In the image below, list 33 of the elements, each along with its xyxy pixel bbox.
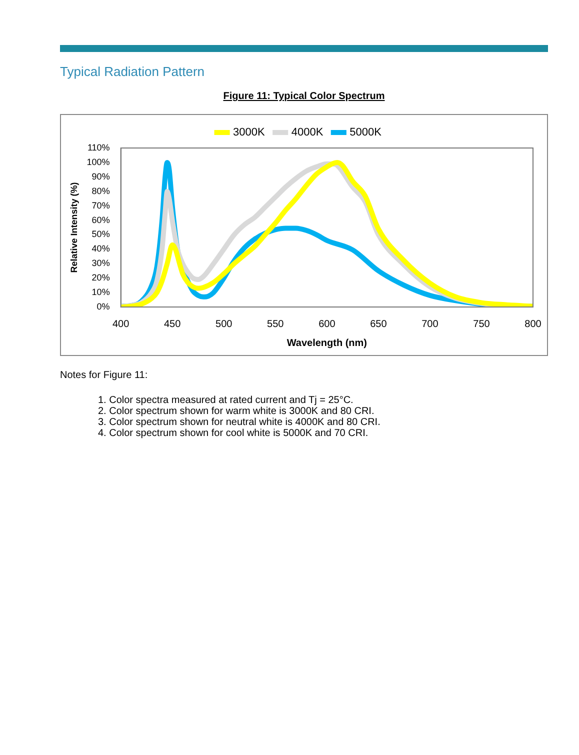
x-tick-label: 800 (524, 318, 542, 330)
y-tick-label: 110% (87, 142, 110, 152)
y-tick-label: 60% (92, 214, 110, 225)
x-axis-title: Wavelength (nm) (286, 338, 368, 349)
y-tick-label: 100% (86, 156, 110, 167)
text: 4. Color spectrum shown for cool white is 5000K and 70 CRI. (98, 428, 370, 439)
y-tick-label: 30% (92, 258, 110, 268)
x-tick-label: 650 (370, 318, 388, 330)
x-tick-label: 400 (112, 318, 130, 330)
legend-label: 3000K (233, 126, 266, 139)
y-tick-label: 80% (92, 186, 110, 196)
x-tick-label: 500 (216, 318, 233, 330)
y-tick-label: 20% (92, 272, 110, 283)
y-tick-label: 0% (96, 301, 110, 312)
y-tick-label: 40% (92, 244, 110, 254)
x-tick-label: 450 (164, 318, 182, 330)
x-tick-label: 600 (318, 318, 336, 330)
legend-label: 4000K (291, 126, 324, 139)
y-tick-label: 70% (92, 200, 110, 210)
y-axis-title: Relative Intensity (%) (68, 182, 79, 273)
x-tick-label: 550 (267, 318, 284, 330)
chart-title: Figure 11: Typical Color Spectrum (222, 91, 386, 102)
y-tick-label: 90% (92, 171, 110, 182)
text: 2. Color spectrum shown for warm white is 3000K and 80 CRI. (98, 406, 376, 417)
text: Notes for Figure 11: (60, 370, 149, 381)
legend-label: 5000K (350, 126, 382, 139)
y-tick-label: 50% (92, 229, 110, 240)
text: 1. Color spectra measured at rated current and Tj = 25°C. (98, 395, 354, 406)
y-tick-label: 10% (92, 287, 110, 298)
text: 3. Color spectrum shown for neutral white is 4000K and 80 CRI. (98, 417, 380, 428)
text: Typical Radiation Pattern (60, 64, 205, 79)
x-tick-label: 700 (422, 318, 439, 330)
x-tick-label: 750 (473, 318, 490, 330)
